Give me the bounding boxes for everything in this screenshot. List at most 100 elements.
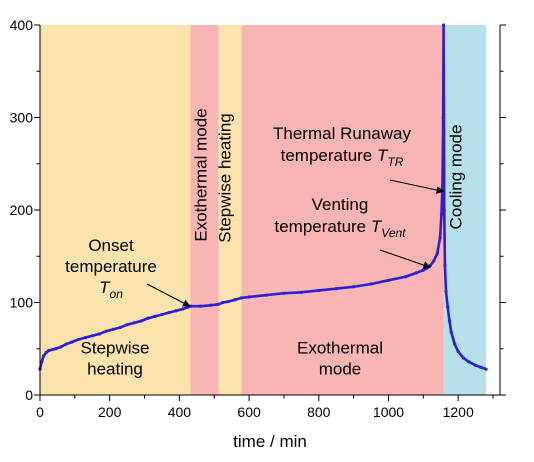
region-label-2: Stepwise heating — [215, 113, 234, 242]
region-label-3-line-0: Exothermal — [297, 339, 383, 358]
data-point — [461, 356, 466, 360]
data-point — [444, 289, 448, 293]
data-point — [139, 319, 143, 323]
data-point — [104, 329, 108, 333]
annotation-0-line-1: temperature — [65, 257, 157, 276]
annotation-1-line-1: temperature TVent — [274, 217, 406, 240]
data-point — [446, 305, 450, 309]
data-point — [414, 271, 418, 275]
data-point — [90, 334, 94, 338]
data-point — [435, 251, 439, 256]
data-point — [111, 327, 115, 331]
data-point — [467, 360, 471, 364]
y-tick-label: 100 — [10, 295, 34, 311]
data-point — [449, 330, 453, 334]
region-label-0-line-0: Stepwise — [81, 339, 150, 358]
data-point — [125, 323, 129, 327]
data-point — [216, 302, 221, 306]
x-axis-title: time / min — [233, 432, 307, 451]
annotations: Onset temperature Ton Venting temperature TV… — [65, 124, 445, 307]
data-point — [97, 332, 101, 336]
x-tick-label: 1000 — [373, 404, 404, 420]
annotation-2-line-0: Thermal Runaway — [273, 124, 411, 143]
data-point — [334, 287, 338, 291]
axes: 0 100 200 300 400 0 200 400 600 800 1000 1200 — [10, 17, 506, 420]
x-tick-label: 600 — [237, 404, 261, 420]
data-point — [443, 263, 447, 268]
data-point — [146, 316, 150, 320]
region-label-1: Exothermal mode — [191, 108, 210, 241]
region-label-4: Cooling mode — [446, 125, 465, 230]
data-point — [118, 325, 122, 330]
annotation-arrow-1 — [379, 249, 432, 269]
data-point — [432, 259, 436, 263]
annotation-2-line-1: temperature TTR — [281, 146, 404, 169]
y-tick-label: 0 — [25, 387, 33, 403]
data-point — [153, 314, 157, 318]
data-point — [441, 23, 446, 27]
data-point — [59, 345, 63, 349]
data-point — [404, 275, 408, 279]
background-regions — [40, 25, 487, 395]
data-point — [441, 115, 445, 120]
y-tick-label: 400 — [10, 17, 34, 33]
data-point — [386, 278, 391, 282]
data-point — [442, 208, 446, 212]
x-tick-label: 800 — [307, 404, 331, 420]
x-tick-label: 200 — [98, 404, 122, 420]
data-point — [352, 285, 356, 289]
region-label-3-line-1: mode — [319, 360, 362, 379]
data-point — [421, 268, 425, 272]
data-point — [221, 300, 225, 305]
region-labels: Stepwise heating Exothermal mode Stepwise h… — [81, 108, 466, 378]
data-point — [440, 185, 445, 189]
data-point — [44, 350, 48, 355]
data-point — [83, 336, 87, 340]
data-point — [181, 307, 185, 311]
y-tick-label: 200 — [10, 202, 34, 218]
data-point — [264, 293, 269, 297]
data-point — [453, 342, 457, 346]
annotation-1-line-0: Venting — [312, 195, 369, 214]
data-point — [226, 299, 230, 304]
data-point — [282, 291, 286, 295]
region-1 — [190, 25, 219, 395]
data-point — [247, 295, 251, 299]
annotation-0-line-0: Onset — [88, 236, 134, 255]
data-point — [484, 367, 488, 371]
x-tick-label: 400 — [168, 404, 192, 420]
x-tick-label: 0 — [36, 404, 44, 420]
data-point — [209, 303, 213, 307]
data-point — [317, 288, 321, 293]
data-point — [41, 354, 46, 358]
data-point — [40, 360, 44, 364]
data-point — [233, 298, 237, 302]
y-tick-label: 300 — [10, 110, 34, 126]
region-3 — [241, 25, 444, 395]
data-point — [369, 282, 373, 286]
data-point — [438, 236, 442, 240]
data-point — [69, 340, 73, 344]
data-point — [76, 337, 80, 342]
data-point — [439, 213, 444, 217]
data-point — [239, 296, 244, 300]
region-0 — [40, 25, 191, 395]
annotation-0-line-2: Ton — [99, 278, 123, 301]
data-point — [160, 312, 164, 317]
data-point — [54, 347, 58, 351]
series-layer — [38, 23, 488, 371]
data-point — [479, 365, 483, 369]
data-point — [174, 309, 178, 313]
annotation-arrow-2 — [389, 179, 445, 194]
data-point — [299, 290, 303, 294]
annotation-arrow-0 — [146, 283, 191, 307]
data-point — [474, 363, 478, 367]
data-point — [50, 348, 54, 352]
data-point — [47, 349, 51, 353]
data-point — [167, 311, 171, 315]
data-point — [456, 349, 460, 354]
data-point — [198, 304, 202, 308]
data-point — [425, 266, 429, 270]
data-point — [447, 319, 452, 323]
